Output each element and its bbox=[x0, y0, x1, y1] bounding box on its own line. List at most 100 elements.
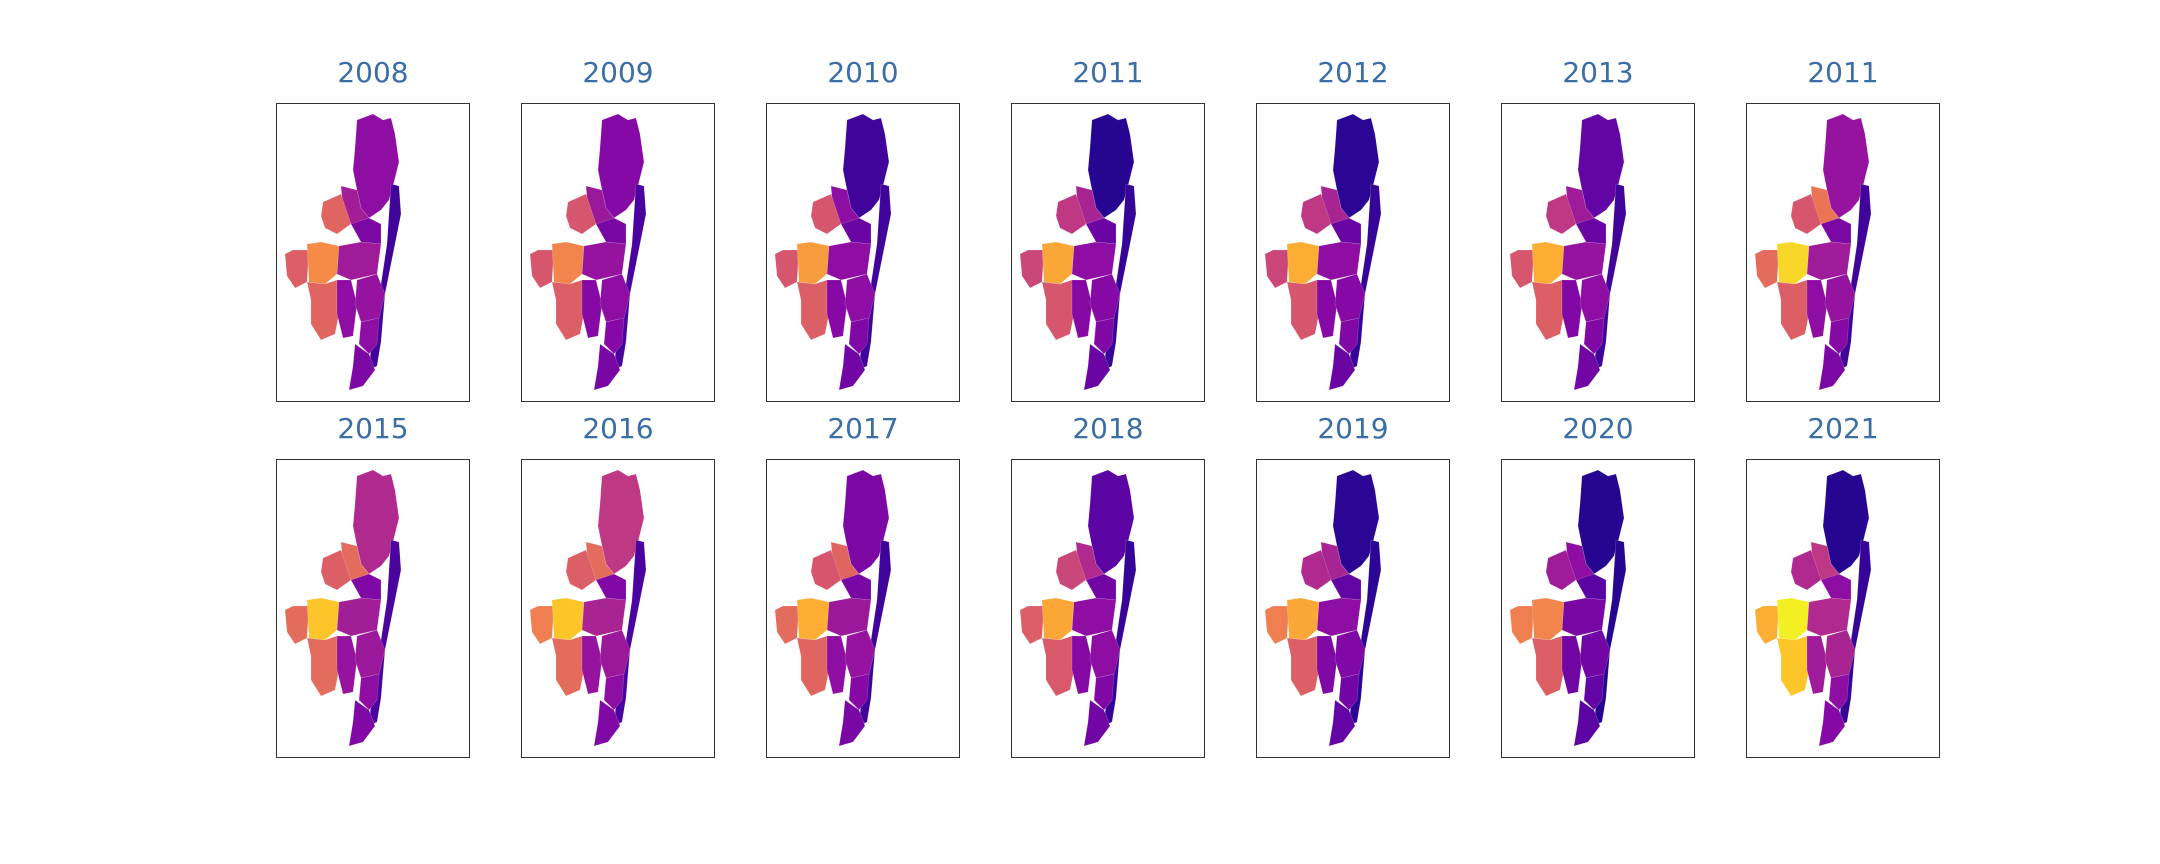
south-district bbox=[1338, 673, 1360, 711]
west-district bbox=[1545, 549, 1577, 591]
far-south-district bbox=[593, 343, 621, 391]
district-choropleth-map bbox=[1754, 469, 1872, 747]
center-district bbox=[826, 241, 872, 281]
west-district bbox=[1300, 549, 1332, 591]
panel-year-title: 2020 bbox=[1562, 412, 1634, 445]
southwest-district bbox=[1286, 635, 1322, 697]
central-west-district bbox=[1776, 597, 1810, 641]
map-frame bbox=[521, 103, 715, 402]
panel-year-title: 2016 bbox=[582, 412, 654, 445]
far-south-district bbox=[1573, 343, 1601, 391]
south-district bbox=[1828, 673, 1850, 711]
map-frame bbox=[1011, 459, 1205, 758]
far-west-district bbox=[1754, 605, 1780, 645]
southwest-district bbox=[1531, 635, 1567, 697]
south-central-district bbox=[1561, 279, 1583, 339]
map-frame bbox=[1746, 459, 1940, 758]
chapinero-district bbox=[1330, 217, 1362, 245]
chapinero-district bbox=[1820, 573, 1852, 601]
west-district bbox=[1055, 549, 1087, 591]
far-west-district bbox=[774, 249, 800, 289]
chapinero-district bbox=[840, 573, 872, 601]
far-west-district bbox=[1509, 605, 1535, 645]
central-west-district bbox=[1286, 597, 1320, 641]
district-choropleth-map bbox=[1264, 469, 1382, 747]
chapinero-district bbox=[1575, 573, 1607, 601]
west-district bbox=[1790, 193, 1822, 235]
west-district bbox=[565, 193, 597, 235]
far-west-district bbox=[1264, 249, 1290, 289]
central-west-district bbox=[1041, 597, 1075, 641]
southwest-district bbox=[551, 635, 587, 697]
map-frame bbox=[521, 459, 715, 758]
far-west-district bbox=[529, 249, 555, 289]
north-district bbox=[1577, 113, 1625, 219]
south-central-district bbox=[1071, 279, 1093, 339]
south-central-district bbox=[1071, 635, 1093, 695]
center-district bbox=[1561, 597, 1607, 637]
center-district bbox=[1071, 241, 1117, 281]
central-west-district bbox=[306, 241, 340, 285]
far-west-district bbox=[284, 249, 310, 289]
central-west-district bbox=[1041, 241, 1075, 285]
west-district bbox=[1055, 193, 1087, 235]
far-south-district bbox=[1083, 343, 1111, 391]
district-choropleth-map bbox=[1509, 469, 1627, 747]
south-central-district bbox=[336, 635, 358, 695]
panel-year-title: 2017 bbox=[827, 412, 899, 445]
west-district bbox=[1790, 549, 1822, 591]
panel-year-title: 2011 bbox=[1072, 56, 1144, 89]
chapinero-district bbox=[350, 573, 382, 601]
panel-year-title: 2009 bbox=[582, 56, 654, 89]
district-choropleth-map bbox=[1509, 113, 1627, 391]
chapinero-district bbox=[1085, 573, 1117, 601]
chapinero-district bbox=[595, 217, 627, 245]
north-district bbox=[1822, 113, 1870, 219]
chapinero-district bbox=[350, 217, 382, 245]
chapinero-district bbox=[1330, 573, 1362, 601]
far-south-district bbox=[1818, 343, 1846, 391]
southwest-district bbox=[1776, 635, 1812, 697]
chapinero-district bbox=[595, 573, 627, 601]
central-west-district bbox=[1531, 597, 1565, 641]
far-west-district bbox=[284, 605, 310, 645]
central-west-district bbox=[1776, 241, 1810, 285]
panel-year-title: 2010 bbox=[827, 56, 899, 89]
far-west-district bbox=[1019, 249, 1045, 289]
center-district bbox=[826, 597, 872, 637]
north-district bbox=[597, 469, 645, 575]
map-frame bbox=[1746, 103, 1940, 402]
south-central-district bbox=[336, 279, 358, 339]
far-south-district bbox=[348, 343, 376, 391]
central-west-district bbox=[306, 597, 340, 641]
southwest-district bbox=[796, 279, 832, 341]
far-south-district bbox=[1083, 699, 1111, 747]
south-district bbox=[603, 673, 625, 711]
map-frame bbox=[766, 459, 960, 758]
center-district bbox=[336, 597, 382, 637]
north-district bbox=[1087, 113, 1135, 219]
center-district bbox=[1071, 597, 1117, 637]
west-district bbox=[1545, 193, 1577, 235]
south-district bbox=[848, 317, 870, 355]
south-district bbox=[603, 317, 625, 355]
map-frame bbox=[1256, 103, 1450, 402]
south-central-district bbox=[1806, 635, 1828, 695]
center-district bbox=[1316, 597, 1362, 637]
southwest-district bbox=[796, 635, 832, 697]
south-central-district bbox=[1316, 279, 1338, 339]
far-west-district bbox=[774, 605, 800, 645]
far-south-district bbox=[838, 343, 866, 391]
north-district bbox=[842, 113, 890, 219]
north-district bbox=[1332, 113, 1380, 219]
south-central-district bbox=[826, 635, 848, 695]
south-central-district bbox=[1806, 279, 1828, 339]
panel-year-title: 2012 bbox=[1317, 56, 1389, 89]
southwest-district bbox=[306, 635, 342, 697]
west-district bbox=[320, 193, 352, 235]
district-choropleth-map bbox=[284, 469, 402, 747]
district-choropleth-map bbox=[284, 113, 402, 391]
central-west-district bbox=[1286, 241, 1320, 285]
south-central-district bbox=[581, 635, 603, 695]
south-district bbox=[358, 317, 380, 355]
